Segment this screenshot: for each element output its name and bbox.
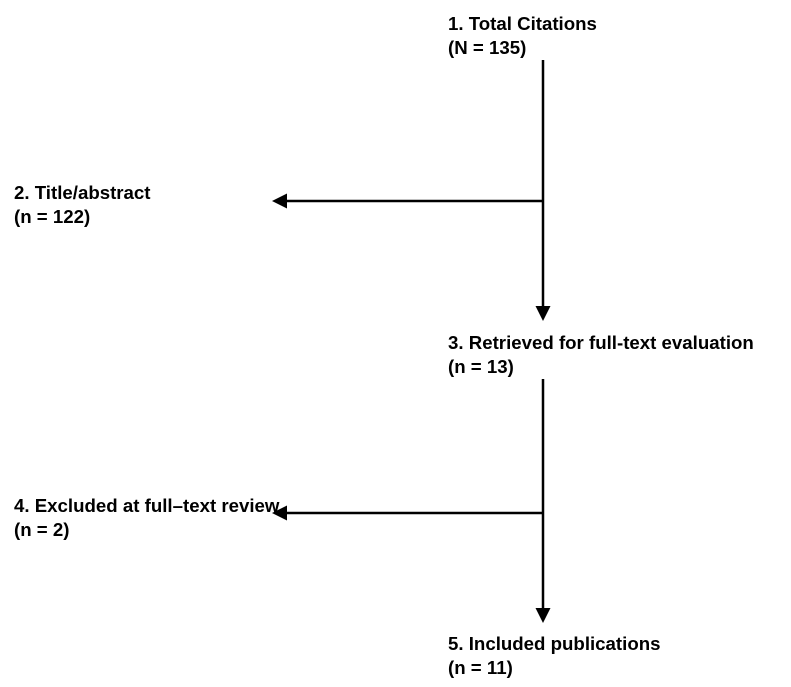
node-title: 2. Title/abstract xyxy=(14,181,151,205)
node-title: 4. Excluded at full–text review xyxy=(14,494,279,518)
node-count: (n = 122) xyxy=(14,205,151,229)
node-included-publications: 5. Included publications (n = 11) xyxy=(448,632,661,681)
node-title: 5. Included publications xyxy=(448,632,661,656)
node-retrieved-fulltext: 3. Retrieved for full-text evaluation (n… xyxy=(448,331,754,380)
node-title-abstract: 2. Title/abstract (n = 122) xyxy=(14,181,151,230)
node-count: (n = 2) xyxy=(14,518,279,542)
node-count: (N = 135) xyxy=(448,36,597,60)
flowchart-canvas: 1. Total Citations (N = 135) 2. Title/ab… xyxy=(0,0,791,687)
node-excluded-review: 4. Excluded at full–text review (n = 2) xyxy=(14,494,279,543)
node-title: 1. Total Citations xyxy=(448,12,597,36)
node-total-citations: 1. Total Citations (N = 135) xyxy=(448,12,597,61)
node-title: 3. Retrieved for full-text evaluation xyxy=(448,331,754,355)
node-count: (n = 11) xyxy=(448,656,661,680)
node-count: (n = 13) xyxy=(448,355,754,379)
